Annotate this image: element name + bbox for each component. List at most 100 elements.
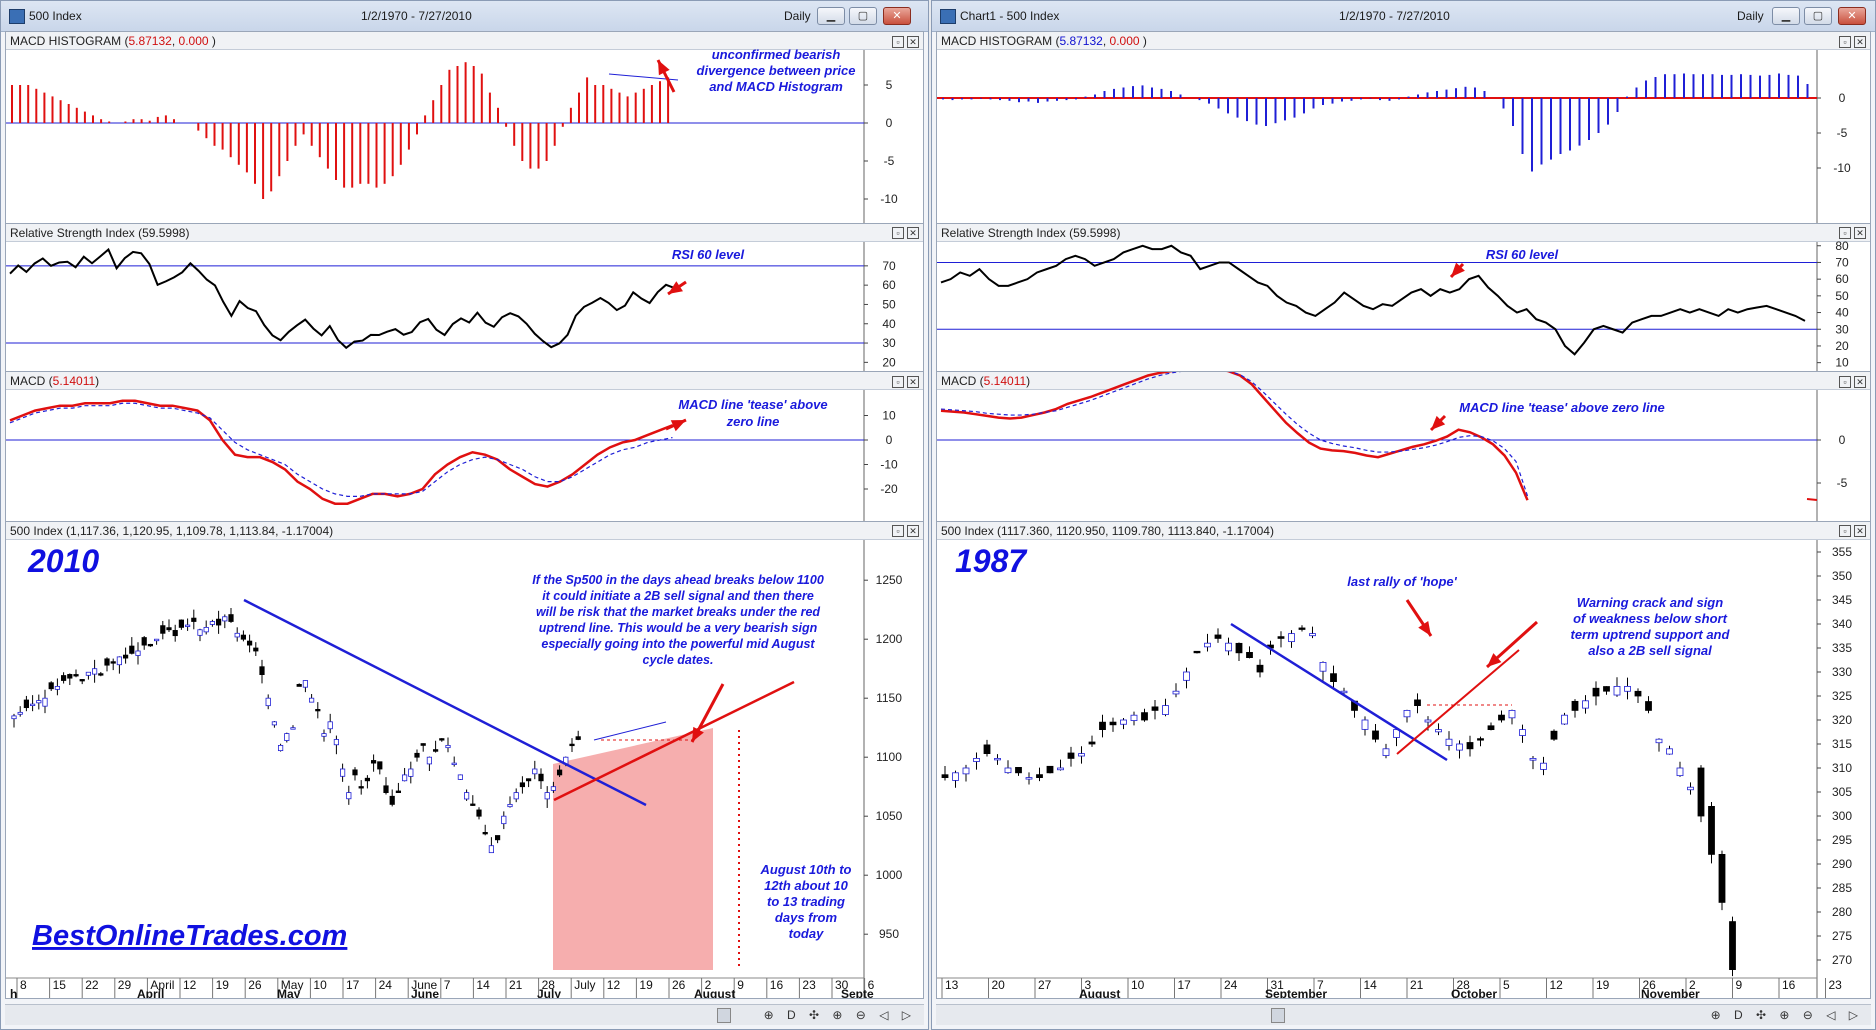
candle	[383, 785, 389, 794]
crack-annotation: term uptrend support and	[1571, 627, 1731, 642]
candle	[1193, 650, 1201, 654]
x-tick-label: 20	[992, 978, 1006, 992]
x-tick-label: 16	[1782, 978, 1796, 992]
panel-controls[interactable]: ▫ ✕	[889, 374, 919, 392]
candle	[1540, 762, 1547, 770]
price-annotation: it could initiate a 2B sell signal and t…	[542, 589, 814, 603]
candle	[1634, 690, 1642, 697]
minimize-button[interactable]: ▁	[1772, 7, 1800, 25]
candle	[1015, 767, 1022, 774]
right-rsi-panel: Relative Strength Index (59.5998) ▫ ✕ 80 7…	[936, 223, 1871, 373]
chart-toolbar-icons[interactable]: ⊕ D ✣ ⊕ ⊖ ◁ ▷	[763, 1008, 916, 1022]
x-tick-label: 7	[1317, 978, 1324, 992]
panel-controls[interactable]: ▫ ✕	[1836, 34, 1866, 52]
x-month-label: April	[137, 987, 164, 998]
candle	[1141, 712, 1148, 721]
candle	[432, 749, 439, 752]
candle	[215, 618, 222, 626]
left-price-chart: 1250 1200 1150 1100 1050 1000 950 2010 BestOnlin…	[6, 540, 903, 998]
right-macd-panel: MACD (5.14011) ▫ ✕ 0 -5 MACD line 'tease' a…	[936, 371, 1871, 523]
candle	[1183, 671, 1190, 681]
macd-line	[940, 372, 1529, 501]
right-macd-chart: 0 -5 MACD line 'tease' above zero line	[937, 372, 1848, 522]
left-macd-value: 5.14011	[52, 374, 96, 388]
uptrend-line	[553, 680, 795, 802]
candle	[1571, 700, 1579, 711]
candle	[184, 624, 191, 627]
close-button[interactable]: ✕	[1838, 7, 1866, 25]
downtrend-line	[1230, 622, 1448, 762]
candle	[544, 792, 550, 800]
right-price-y-tick-label: 345	[1832, 593, 1852, 607]
x-tick-label: April	[150, 978, 174, 992]
maximize-button[interactable]: ▢	[849, 7, 877, 25]
right-macd-histogram-chart: 0 -5 -10	[937, 50, 1851, 224]
candle	[426, 756, 433, 765]
maximize-button[interactable]: ▢	[1804, 7, 1832, 25]
left-rsi-arrow-head	[668, 281, 683, 294]
right-price-chart: 3553503453403353303253203153103053002952…	[937, 540, 1852, 998]
right-price-y-tick-label: 285	[1832, 881, 1852, 895]
panel-controls[interactable]: ▫ ✕	[889, 525, 919, 537]
candle	[1088, 741, 1096, 745]
candle	[1078, 753, 1085, 757]
left-hist-y-tick-label: 5	[886, 78, 893, 92]
x-tick-label: 28	[1457, 978, 1471, 992]
left-scrollbar[interactable]: ⊕ D ✣ ⊕ ⊖ ◁ ▷	[5, 1004, 924, 1025]
right-macd-arrow-head	[1431, 415, 1446, 430]
candle	[1235, 642, 1243, 654]
x-tick-label: 12	[183, 978, 197, 992]
panel-controls[interactable]: ▫ ✕	[1836, 525, 1866, 537]
x-tick-label: June	[411, 978, 437, 992]
close-button[interactable]: ✕	[883, 7, 911, 25]
right-titlebar[interactable]: Chart1 - 500 Index 1/2/1970 - 7/27/2010 …	[932, 1, 1875, 32]
candle	[1403, 709, 1411, 718]
x-tick-label: 27	[1038, 978, 1052, 992]
candle	[42, 697, 48, 707]
candle	[209, 621, 215, 625]
candle	[389, 795, 395, 805]
panel-controls[interactable]: ▫ ✕	[1836, 374, 1866, 392]
panel-controls[interactable]: ▫ ✕	[889, 34, 919, 52]
candle	[315, 708, 321, 712]
rsi-annotation: RSI 60 level	[672, 247, 745, 262]
minimize-button[interactable]: ▁	[817, 7, 845, 25]
candle	[1550, 730, 1558, 740]
candle	[54, 685, 61, 690]
candle	[116, 656, 122, 666]
candle	[1004, 767, 1012, 774]
candle	[1708, 805, 1715, 855]
panel-controls[interactable]: ▫ ✕	[889, 227, 919, 239]
cycle-annotation: to 13 trading	[767, 894, 845, 909]
x-tick-label: 19	[639, 978, 653, 992]
candle	[1319, 661, 1327, 672]
scroll-thumb[interactable]	[717, 1008, 731, 1023]
x-tick-label: 9	[1736, 978, 1743, 992]
left-titlebar[interactable]: 500 Index 1/2/1970 - 7/27/2010 Daily ▁ ▢…	[1, 1, 928, 32]
candle	[1487, 725, 1495, 731]
x-month-label: May	[277, 987, 301, 998]
macd-hist-annotation: and MACD Histogram	[709, 79, 843, 94]
x-tick-label: July	[574, 978, 595, 992]
candle	[494, 835, 501, 841]
candle	[1120, 719, 1127, 725]
candle	[346, 792, 352, 800]
left-chart-window: 500 Index 1/2/1970 - 7/27/2010 Daily ▁ ▢…	[0, 0, 929, 1030]
right-scrollbar[interactable]: ⊕ D ✣ ⊕ ⊖ ◁ ▷	[936, 1004, 1871, 1025]
left-hist-arrow-head	[658, 60, 670, 76]
panel-controls[interactable]: ▫ ✕	[1836, 227, 1866, 239]
candle	[73, 674, 79, 677]
candle	[1162, 705, 1169, 715]
x-tick-label: 21	[1410, 978, 1424, 992]
candle	[246, 640, 253, 646]
candle	[1561, 714, 1568, 725]
x-tick-label: 15	[53, 978, 67, 992]
x-tick-label: 21	[509, 978, 523, 992]
scroll-thumb[interactable]	[1271, 1008, 1285, 1023]
chart-toolbar-icons[interactable]: ⊕ D ✣ ⊕ ⊖ ◁ ▷	[1710, 1008, 1863, 1022]
x-month-label: September	[1265, 987, 1327, 998]
candle	[557, 769, 563, 776]
price-annotation: especially going into the powerful mid A…	[541, 637, 815, 651]
crack-annotation: also a 2B sell signal	[1588, 643, 1712, 658]
